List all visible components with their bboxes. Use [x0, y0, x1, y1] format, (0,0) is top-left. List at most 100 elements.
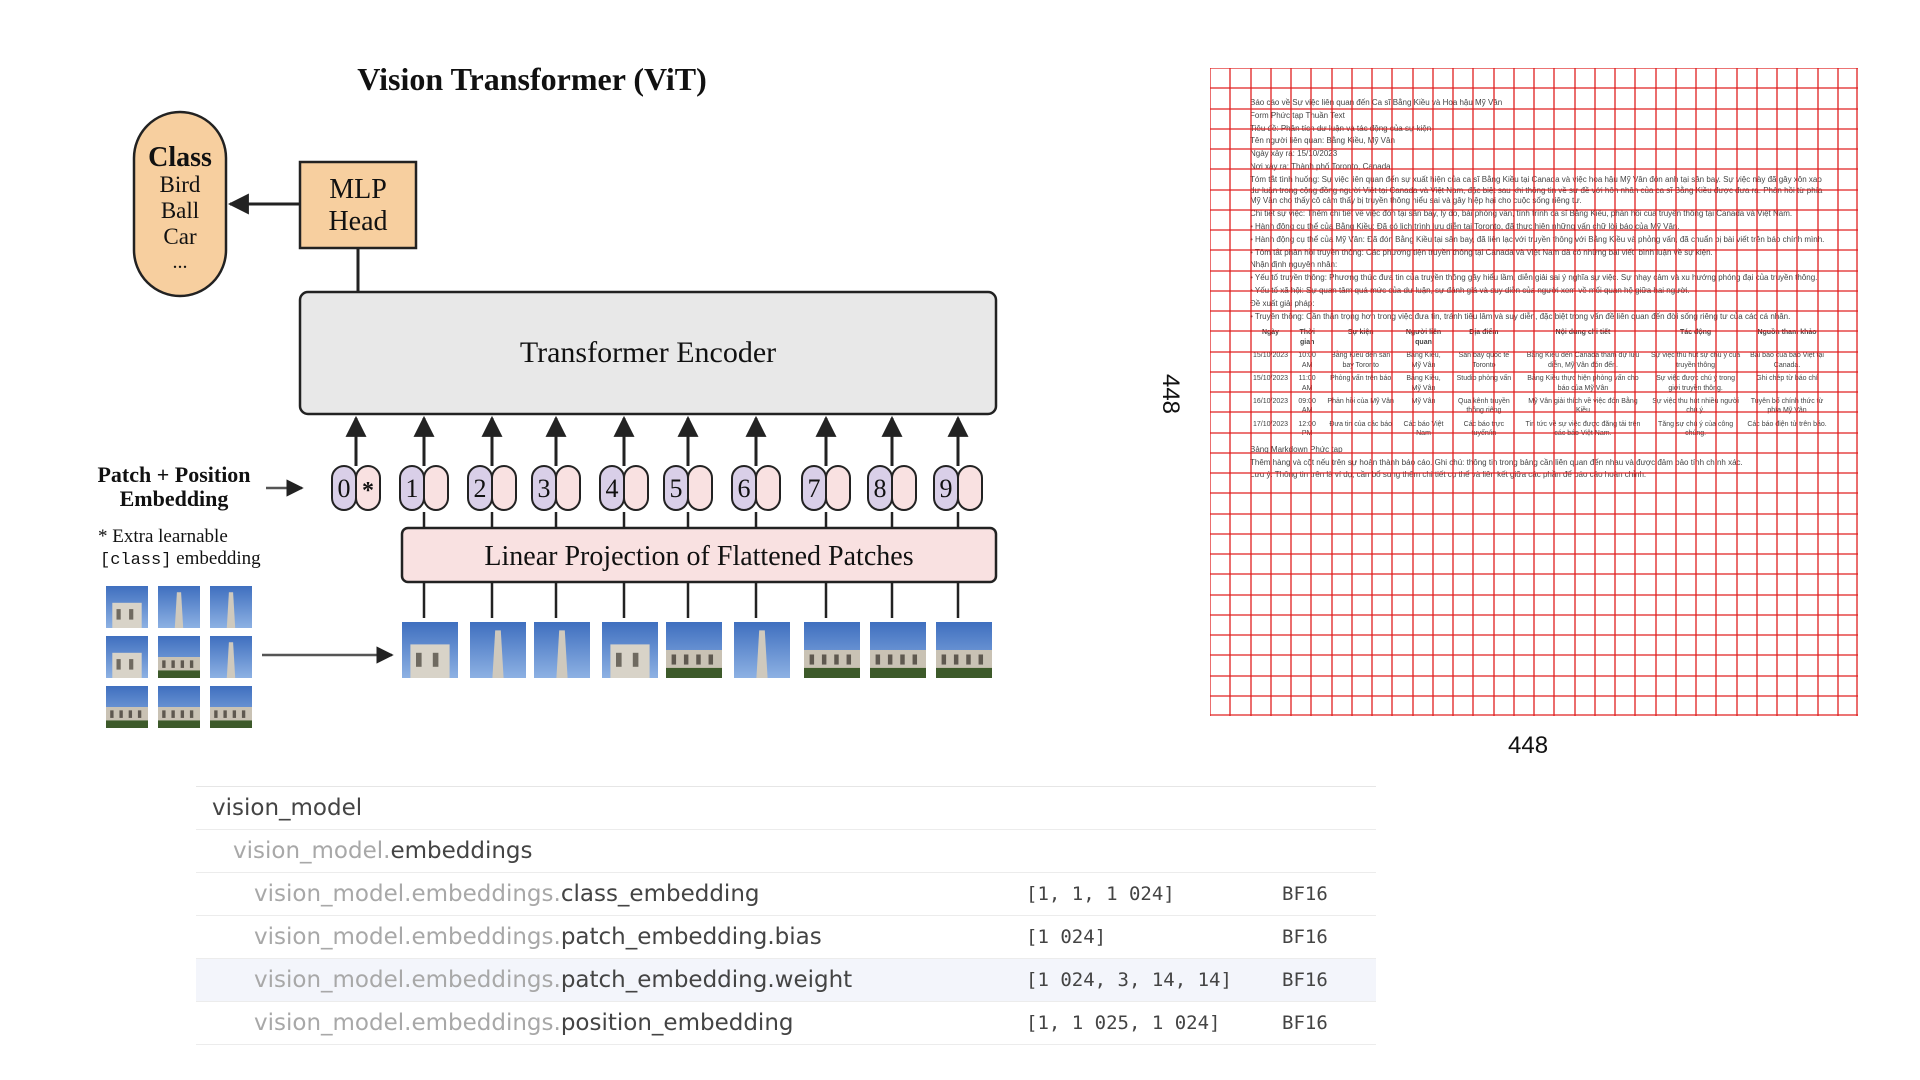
document-table-header: Địa điểm: [1469, 329, 1499, 337]
tensor-row[interactable]: vision_model.embeddings.class_embedding […: [196, 873, 1376, 916]
class-token-marker: *: [362, 478, 374, 504]
document-table-cell: Phản hồi của Mỹ Vân: [1327, 397, 1394, 405]
tensor-row[interactable]: vision_model.embeddings: [196, 830, 1376, 873]
tensor-dtype: BF16: [1282, 883, 1328, 905]
document-table-cell: Các báo Việt Nam: [1403, 420, 1444, 438]
document-table-cell: 12:00 PM: [1298, 420, 1316, 438]
token-index: 9: [940, 474, 953, 503]
tensor-name: vision_model.embeddings.position_embeddi…: [254, 1010, 794, 1036]
document-line: Đề xuất giải pháp:: [1250, 298, 1315, 308]
tensor-dtype: BF16: [1282, 926, 1328, 948]
tensor-shape: [1 024]: [1026, 926, 1107, 948]
class-item: Car: [163, 224, 197, 249]
document-table-cell: Các báo trực tuyến/in: [1463, 420, 1505, 438]
position-token: [825, 465, 851, 511]
token-index: 4: [606, 474, 619, 503]
document-line: Form Phức tạp Thuần Text: [1250, 110, 1345, 120]
document-table-cell: Mỹ Vân: [1411, 397, 1436, 405]
document-table-cell: Studio phỏng vấn: [1456, 375, 1512, 383]
position-token: [623, 465, 649, 511]
document-line: Chi tiết sự việc: Thêm chi tiết về việc …: [1250, 209, 1793, 219]
tensor-name: vision_model.embeddings.patch_embedding.…: [254, 924, 822, 950]
document-line: Bảng Markdown Phức tạp: [1250, 444, 1343, 454]
document-table-cell: 09:00 AM: [1298, 397, 1316, 415]
tensor-row[interactable]: vision_model.embeddings.position_embeddi…: [196, 1002, 1376, 1045]
document-line: • Truyền thông: Cần thận trọng hơn trong…: [1250, 311, 1791, 321]
height-label: 448: [1157, 373, 1185, 415]
tensor-name-leaf: patch_embedding.bias: [560, 924, 822, 950]
document-table-header: Nguồn tham khảo: [1757, 329, 1817, 337]
extra-note-2: [class] embedding: [100, 548, 261, 570]
position-token: [957, 465, 983, 511]
tensor-name: vision_model.embeddings.class_embedding: [254, 881, 760, 907]
document-line: Tiêu đề: Phân tích dư luận và tác động c…: [1250, 123, 1432, 133]
document-table-cell: Bài báo của báo Việt tại Canada.: [1750, 352, 1824, 369]
document-line: • Hành động cụ thể của Bằng Kiều: Đã có …: [1250, 221, 1680, 231]
position-token: [891, 465, 917, 511]
document-table-header: Thời gian: [1299, 329, 1315, 346]
red-grid-lines: [1210, 68, 1858, 716]
document-table-cell: Phỏng vấn trên báo: [1330, 375, 1392, 383]
token-index: 6: [738, 474, 751, 503]
tensor-name-prefix: vision_model.embeddings.: [254, 924, 561, 950]
class-output-box: [132, 110, 228, 298]
document-table-cell: Sân bay quốc tế Toronto: [1458, 352, 1510, 369]
document-table-header: Người liên quan: [1405, 329, 1442, 346]
tensor-name-prefix: vision_model.embeddings.: [254, 1010, 561, 1036]
tensor-row[interactable]: vision_model.embeddings.patch_embedding.…: [196, 916, 1376, 959]
patch-row: [402, 622, 992, 678]
width-label: 448: [1508, 732, 1549, 759]
tensor-shape: [1, 1 025, 1 024]: [1026, 1012, 1221, 1034]
token-index: 3: [538, 474, 551, 503]
token-index: 1: [406, 474, 419, 503]
position-token: [555, 465, 581, 511]
document-line: • Hành động cụ thể của Mỹ Vân: Đã đón Bằ…: [1250, 234, 1825, 244]
tensor-name-leaf: patch_embedding.weight: [560, 967, 853, 993]
class-item: ...: [173, 251, 188, 273]
tensor-name: vision_model: [212, 795, 362, 821]
document-table-cell: Bằng Kiều đến Canada tham dự lưu diễn, M…: [1526, 352, 1640, 369]
tensor-name-leaf: class_embedding: [560, 881, 760, 907]
position-token: [423, 465, 449, 511]
vit-diagram: Vision Transformer (ViT) Class Bird Ball…: [97, 61, 998, 728]
token-index: 8: [874, 474, 887, 503]
document-table-cell: Bằng Kiều đến sân bay Toronto: [1331, 352, 1391, 369]
token-index: 0: [338, 474, 351, 503]
document-table-cell: Qua kênh truyền thông riêng: [1458, 397, 1510, 415]
document-line: Báo cáo về Sự việc liên quan đến Ca sĩ B…: [1250, 98, 1503, 107]
transformer-encoder-box: [298, 290, 998, 416]
token-row: 0 * 1 2 3 4 5 6 7 8 9: [331, 415, 983, 618]
document-table-header: Sự kiện: [1347, 329, 1374, 337]
tensor-name-prefix: vision_model.: [233, 838, 391, 864]
position-token: [355, 465, 381, 511]
tensor-name-leaf: embeddings: [390, 838, 533, 864]
tensor-row[interactable]: vision_model: [196, 787, 1376, 830]
mlp-head-box: [298, 160, 418, 250]
document-table-cell: Tin tức về sự việc được đăng tải trên cá…: [1525, 420, 1641, 438]
class-item: Ball: [161, 198, 199, 223]
tensor-row[interactable]: vision_model.embeddings.patch_embedding.…: [196, 959, 1376, 1002]
token-index: 2: [474, 474, 487, 503]
tensor-name: vision_model.embeddings.patch_embedding.…: [254, 967, 852, 993]
linear-projection-box: [400, 526, 998, 584]
document-table-cell: Các báo điện tử trên báo.: [1747, 420, 1827, 428]
tensor-name-prefix: vision_model.embeddings.: [254, 967, 561, 993]
document-line: Ngày xảy ra: 15/10/2023: [1250, 149, 1338, 159]
tensor-shape: [1, 1, 1 024]: [1026, 883, 1175, 905]
tensor-name-leaf: vision_model: [212, 795, 363, 821]
transformer-encoder-label: Transformer Encoder: [520, 336, 776, 369]
token-index: 7: [808, 474, 821, 503]
tensor-name-leaf: position_embedding: [560, 1010, 794, 1036]
tensor-dtype: BF16: [1282, 969, 1328, 991]
document-table-cell: Tuyên bố chính thức từ phía Mỹ Vân: [1750, 397, 1824, 415]
document-line: Thêm hàng và cột nếu trên sự hoàn thành …: [1250, 457, 1743, 467]
position-token: [687, 465, 713, 511]
mlp-head-label: MLP: [329, 174, 387, 205]
document-table-cell: Mỹ Vân giải thích về việc đón Bằng Kiều: [1528, 397, 1638, 415]
embedding-label: Patch + Position: [97, 462, 250, 487]
document-table-cell: Ghi chép từ báo chí: [1756, 375, 1818, 383]
diagram-title: Vision Transformer (ViT): [357, 61, 707, 97]
class-header: Class: [148, 142, 212, 173]
document-line: Nhận định nguyên nhân:: [1250, 260, 1338, 270]
class-item: Bird: [160, 172, 201, 197]
